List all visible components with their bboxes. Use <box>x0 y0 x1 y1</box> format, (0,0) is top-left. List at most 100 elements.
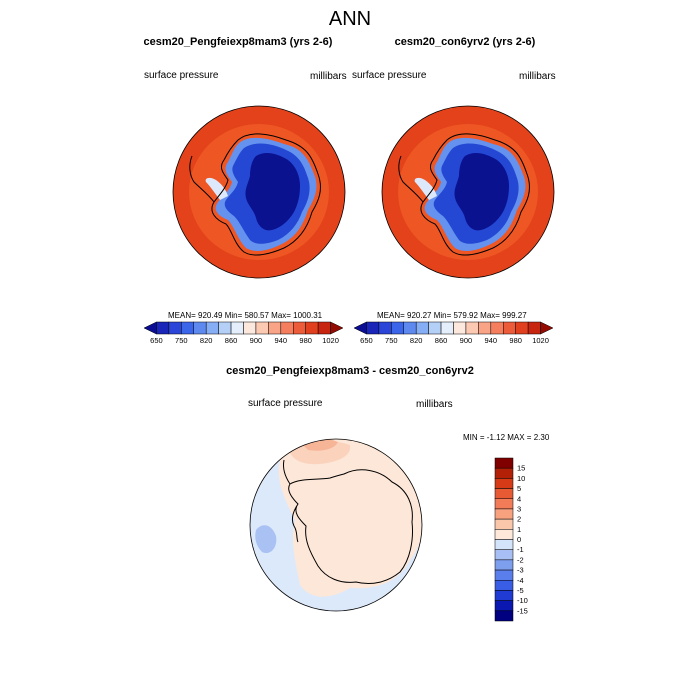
colorbar-tick-label: 940 <box>485 336 498 345</box>
colorbar-swatch <box>494 488 514 499</box>
colorbar-swatch <box>494 590 514 601</box>
panel2-title: cesm20_con6yrv2 (yrs 2-6) <box>394 36 536 48</box>
panel1-map <box>172 105 346 279</box>
colorbar-tick-label: -2 <box>517 555 524 564</box>
colorbar-tick-label: 650 <box>360 336 373 345</box>
colorbar-swatch <box>494 549 514 561</box>
colorbar-swatch <box>218 321 232 335</box>
colorbar-swatch <box>415 321 429 335</box>
colorbar-tick-label: 750 <box>385 336 398 345</box>
colorbar-swatch <box>255 321 269 335</box>
colorbar-tick-label: 750 <box>175 336 188 345</box>
panel2-colorbar: 650 750 820 860 900 940 980 1020 <box>353 321 554 345</box>
diff-peninsula <box>283 459 291 485</box>
colorbar-tick-label: 860 <box>435 336 448 345</box>
diff-minmax: MIN = -1.12 MAX = 2.30 <box>463 433 550 442</box>
colorbar-swatch <box>494 457 514 469</box>
colorbar-tick-label: 3 <box>517 504 521 513</box>
colorbar-swatch <box>490 321 504 335</box>
diff-negative-patch <box>255 525 277 554</box>
figure-title: ANN <box>328 8 372 30</box>
colorbar-arrow-right <box>540 321 554 335</box>
colorbar-tick-label: 940 <box>275 336 288 345</box>
diff-title: cesm20_Pengfeiexp8mam3 - cesm20_con6yrv2 <box>226 365 474 377</box>
colorbar-swatch <box>527 321 541 335</box>
colorbar-tick-label: -1 <box>517 545 524 554</box>
colorbar-swatch <box>156 321 170 335</box>
panel1-units-label: millibars <box>310 71 347 82</box>
panel1-variable-label: surface pressure <box>144 70 219 81</box>
panel1-stats: MEAN= 920.49 Min= 580.57 Max= 1000.31 <box>168 311 323 320</box>
colorbar-arrow-left <box>143 321 157 335</box>
colorbar-tick-label: 860 <box>225 336 238 345</box>
colorbar-tick-label: 10 <box>517 474 525 483</box>
colorbar-swatch <box>494 467 514 479</box>
colorbar-tick-label: 820 <box>410 336 423 345</box>
panel2-units-label: millibars <box>519 71 556 82</box>
colorbar-swatch <box>181 321 194 335</box>
colorbar-tick-label: 900 <box>460 336 473 345</box>
colorbar-swatch <box>494 478 514 489</box>
colorbar-tick-label: -10 <box>517 596 528 605</box>
colorbar-swatch <box>305 321 319 335</box>
colorbar-swatch <box>243 321 257 335</box>
colorbar-swatch <box>391 321 404 335</box>
colorbar-swatch <box>494 580 514 591</box>
colorbar-swatch <box>494 529 514 540</box>
colorbar-swatch <box>205 321 219 335</box>
colorbar-tick-label: -4 <box>517 576 524 585</box>
diff-positive-region <box>278 439 422 597</box>
colorbar-swatch <box>230 321 244 335</box>
colorbar-swatch <box>403 321 417 335</box>
panel2-variable-label: surface pressure <box>352 70 427 81</box>
colorbar-swatch <box>428 321 442 335</box>
colorbar-arrow-left <box>353 321 367 335</box>
colorbar-swatch <box>378 321 392 335</box>
colorbar-tick-label: 980 <box>509 336 522 345</box>
colorbar-swatch <box>293 321 306 335</box>
diff-map <box>249 438 423 612</box>
colorbar-tick-label: 0 <box>517 535 521 544</box>
colorbar-tick-label: 15 <box>517 464 525 473</box>
colorbar-swatch <box>494 518 514 530</box>
colorbar-tick-label: 5 <box>517 484 521 493</box>
colorbar-tick-label: 1 <box>517 525 521 534</box>
colorbar-swatch <box>268 321 282 335</box>
colorbar-swatch <box>494 569 514 581</box>
colorbar-swatch <box>515 321 529 335</box>
colorbar-swatch <box>478 321 492 335</box>
colorbar-tick-label: 900 <box>250 336 263 345</box>
colorbar-tick-label: 650 <box>150 336 163 345</box>
colorbar-swatch <box>503 321 516 335</box>
colorbar-swatch <box>494 508 514 520</box>
diff-positive-region-2 <box>288 440 351 465</box>
colorbar-tick-label: 2 <box>517 515 521 524</box>
diff-units-label: millibars <box>416 399 453 410</box>
panel2-map <box>381 105 555 279</box>
colorbar-tick-label: 980 <box>299 336 312 345</box>
colorbar-swatch <box>465 321 479 335</box>
colorbar-swatch <box>168 321 182 335</box>
colorbar-tick-label: -3 <box>517 566 524 575</box>
panel2-stats: MEAN= 920.27 Min= 579.92 Max= 999.27 <box>377 311 527 320</box>
colorbar-tick-label: 1020 <box>322 336 339 345</box>
colorbar-swatch <box>193 321 207 335</box>
diff-coastline <box>288 469 413 585</box>
diff-variable-label: surface pressure <box>248 398 323 409</box>
panel1-title: cesm20_Pengfeiexp8mam3 (yrs 2-6) <box>143 36 333 48</box>
colorbar-swatch <box>494 600 514 612</box>
colorbar-tick-label: 4 <box>517 494 521 503</box>
colorbar-swatch <box>366 321 380 335</box>
colorbar-swatch <box>494 539 514 550</box>
colorbar-tick-label: -5 <box>517 586 524 595</box>
colorbar-tick-label: 820 <box>200 336 213 345</box>
panel1-colorbar: 650 750 820 860 900 940 980 1020 <box>143 321 344 345</box>
colorbar-tick-label: -15 <box>517 606 528 615</box>
colorbar-swatch <box>453 321 467 335</box>
colorbar-swatch <box>440 321 454 335</box>
colorbar-swatch <box>280 321 294 335</box>
colorbar-swatch <box>317 321 331 335</box>
colorbar-arrow-right <box>330 321 344 335</box>
